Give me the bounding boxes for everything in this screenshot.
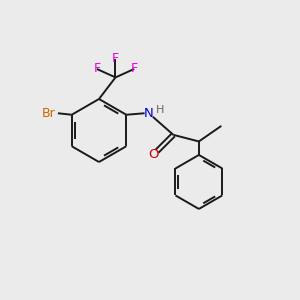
Text: O: O bbox=[148, 148, 158, 161]
Text: Br: Br bbox=[41, 107, 55, 120]
Text: F: F bbox=[112, 52, 119, 65]
Text: F: F bbox=[130, 62, 138, 76]
Text: N: N bbox=[144, 107, 154, 120]
Text: F: F bbox=[93, 62, 100, 76]
Text: H: H bbox=[155, 105, 164, 115]
